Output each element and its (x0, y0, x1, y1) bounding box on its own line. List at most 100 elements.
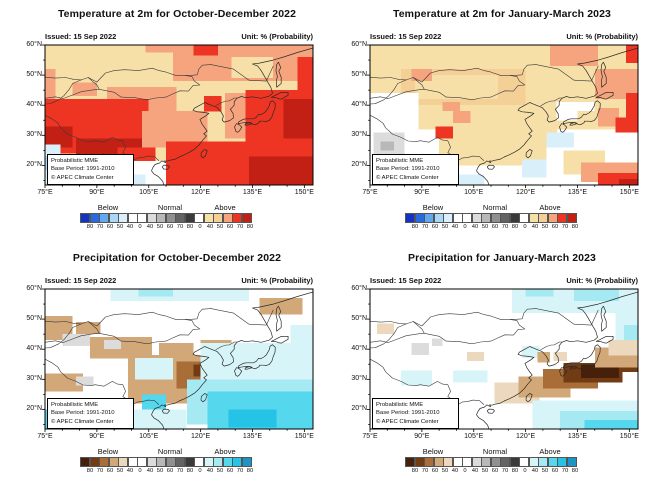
colorbar-tick-label: 0 (523, 224, 527, 230)
colorbar-tick-label: 70 (176, 224, 184, 230)
colorbar-cell (156, 457, 166, 467)
lon-tick-label: 105°E (464, 189, 484, 196)
colorbar-tick-label: 50 (216, 224, 224, 230)
colorbar-cell (490, 213, 501, 223)
colorbar-cell (405, 213, 415, 223)
lon-tick-label: 90°E (89, 189, 105, 196)
colorbar-tick-label: 50 (481, 468, 489, 474)
colorbar-cell (528, 457, 539, 467)
lat-tick-label: 40°N (26, 101, 42, 109)
colorbar-tick-label: 50 (116, 224, 124, 230)
attribution-line: © APEC Climate Center (376, 174, 439, 181)
colorbar-tick-label: 40 (451, 468, 459, 474)
panel-temperature-jfm: Temperature at 2m for January-March 2023… (325, 0, 650, 244)
lat-tick-label: 60°N (26, 41, 42, 48)
colorbar-cell (481, 457, 491, 467)
lon-tick-label: 150°E (294, 189, 314, 196)
panel-title: Temperature at 2m for January-March 2023 (393, 8, 611, 20)
colorbar-cell (490, 457, 501, 467)
colorbar-tick-label: 70 (176, 468, 184, 474)
lon-tick-label: 90°E (414, 433, 430, 440)
lat-tick-label: 60°N (351, 285, 367, 292)
legend-label-normal: Normal (482, 203, 508, 212)
coastline-layer (370, 291, 638, 429)
colorbar-cell (175, 213, 185, 223)
colorbar-tick-label: 80 (246, 468, 254, 474)
colorbar-tick-label: 80 (186, 468, 194, 474)
lon-tick-label: 105°E (139, 189, 159, 196)
lon-tick-label: 120°E (516, 433, 536, 440)
colorbar-cell (213, 213, 223, 223)
attribution-box: Probabilistic MME Base Period: 1991-2010… (372, 398, 459, 429)
colorbar-cell (127, 213, 138, 223)
colorbar-cell (222, 457, 233, 467)
attribution-line: © APEC Climate Center (376, 418, 439, 425)
attribution-line: Probabilistic MME (51, 158, 99, 164)
issued-label: Issued: 15 Sep 2022 (370, 276, 442, 285)
lat-tick-label: 40°N (26, 345, 42, 353)
colorbar-tick-label: 80 (571, 468, 579, 474)
lat-tick-label: 20°N (351, 405, 367, 413)
colorbar-cell (165, 457, 176, 467)
legend-label-below: Below (97, 203, 119, 212)
colorbar-cell (203, 457, 214, 467)
lat-tick-label: 30°N (351, 131, 367, 139)
legend-label-above: Above (214, 203, 236, 212)
colorbar-cell (424, 457, 434, 467)
colorbar-cell (175, 457, 185, 467)
colorbar-tick-label: 40 (531, 468, 539, 474)
lat-tick-label: 20°N (26, 405, 42, 413)
colorbar-cell (137, 213, 147, 223)
legend-label-normal: Normal (482, 447, 508, 456)
lat-tick-label: 20°N (351, 161, 367, 169)
colorbar-cell (108, 457, 119, 467)
legend-label-above: Above (214, 447, 236, 456)
colorbar-tick-label: 70 (561, 468, 569, 474)
colorbar-legend: Below Normal Above 80 70 60 50 40 0 40 50 60 70 80 0 40… (405, 447, 585, 477)
colorbar-tick-label: 80 (511, 224, 519, 230)
axis-ticks (42, 44, 305, 188)
colorbar-tick-label: 70 (421, 224, 429, 230)
colorbar (405, 457, 577, 467)
lon-tick-label: 120°E (191, 189, 211, 196)
colorbar-tick-label: 80 (86, 224, 94, 230)
colorbar-tick-label: 0 (523, 468, 527, 474)
lat-tick-label: 30°N (26, 375, 42, 383)
lon-tick-label: 135°E (567, 433, 588, 440)
lon-tick-label: 120°E (516, 189, 536, 196)
lon-tick-label: 135°E (567, 189, 588, 196)
colorbar-cell (528, 213, 539, 223)
lat-tick-label: 50°N (26, 315, 42, 323)
colorbar-legend: Below Normal Above 80 70 60 50 40 0 40 50 60 70 80 0 40… (80, 447, 260, 477)
colorbar-tick-label: 80 (511, 468, 519, 474)
colorbar-tick-label: 70 (421, 468, 429, 474)
colorbar-cell (99, 213, 109, 223)
attribution-line: Base Period: 1991-2010 (376, 410, 440, 417)
colorbar-tick-label: 60 (551, 468, 559, 474)
colorbar-tick-label: 40 (206, 224, 214, 230)
colorbar-cell (232, 213, 242, 223)
lon-tick-label: 135°E (242, 433, 263, 440)
colorbar-tick-label: 40 (471, 224, 479, 230)
colorbar-tick-label: 70 (501, 224, 509, 230)
colorbar-cell (557, 213, 567, 223)
colorbar-cell (519, 457, 529, 467)
colorbar-cell (89, 457, 100, 467)
colorbar-cell (203, 213, 214, 223)
colorbar-cell (433, 213, 444, 223)
panel-title: Temperature at 2m for October-December 2… (57, 8, 297, 20)
colorbar-cell (232, 457, 242, 467)
colorbar-cell (156, 213, 166, 223)
colorbar-tick-label: 40 (206, 468, 214, 474)
colorbar-cell (414, 457, 425, 467)
colorbar-cell (213, 457, 223, 467)
colorbar-cell (538, 213, 548, 223)
lat-tick-label: 50°N (351, 71, 367, 79)
colorbar-tick-label: 60 (106, 468, 114, 474)
colorbar-tick-label: 60 (166, 468, 174, 474)
lon-tick-label: 150°E (619, 433, 639, 440)
lon-tick-label: 120°E (191, 433, 211, 440)
colorbar-cell (471, 457, 482, 467)
colorbar-tick-label: 50 (541, 224, 549, 230)
